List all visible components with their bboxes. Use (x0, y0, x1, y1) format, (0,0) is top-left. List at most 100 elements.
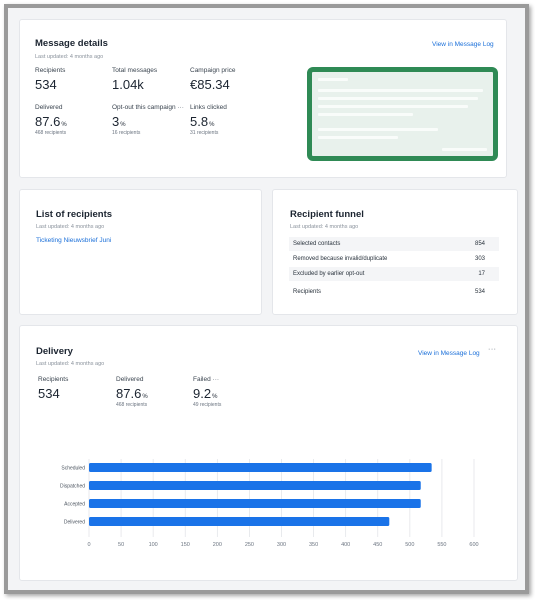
stat-subtext: 468 recipients (35, 130, 67, 136)
stat-number: 534 (35, 77, 57, 92)
delivery-card: Delivery Last updated: 4 months ago View… (19, 325, 518, 581)
illegible-text-line (318, 128, 438, 131)
delivery-stat-failed: Failed ··· 9.2% 49 recipients (193, 376, 221, 408)
delivery-view-message-log-link[interactable]: View in Message Log (418, 350, 480, 357)
more-options-icon[interactable]: ··· (177, 104, 184, 111)
stat-subtext: 31 recipients (190, 130, 219, 136)
chart-category-label: Delivered (64, 520, 85, 526)
illegible-text-line (318, 113, 413, 116)
stat-value: 534 (38, 386, 68, 401)
dashboard-window: Message details Last updated: 4 months a… (4, 4, 529, 594)
chart-x-tick-label: 450 (373, 542, 382, 548)
chart-x-tick-label: 350 (309, 542, 318, 548)
delivery-stat-delivered: Delivered 87.6% 468 recipients (116, 376, 148, 408)
stat-label: Delivered (35, 104, 63, 111)
stat-unit: % (61, 122, 67, 128)
stat-value: 87.6% (35, 114, 67, 129)
chart-x-tick-label: 0 (87, 542, 90, 548)
chart-bar (89, 499, 421, 508)
stat-subtext: 468 recipients (116, 402, 148, 408)
stat-label: Recipients (38, 376, 69, 383)
illegible-text-line (318, 105, 468, 108)
stat-value: 5.8% (190, 114, 227, 129)
funnel-row: Recipients 534 (289, 285, 499, 299)
stat-label: Links clicked (190, 104, 227, 111)
funnel-row-label: Selected contacts (293, 241, 341, 247)
stat-value: 9.2% (193, 386, 221, 401)
recipient-funnel-card: Recipient funnel Last updated: 4 months … (272, 189, 518, 315)
chart-category-label: Scheduled (61, 466, 85, 472)
chart-x-tick-label: 500 (405, 542, 414, 548)
chart-bar (89, 517, 390, 526)
stat-value: €85.34 (190, 77, 236, 92)
stat-label-text: Opt-out this campaign (112, 104, 176, 111)
stat-number: 534 (38, 386, 60, 401)
funnel-row-label: Recipients (293, 289, 322, 295)
stat-links-clicked: Links clicked 5.8% 31 recipients (190, 104, 227, 136)
message-details-updated: Last updated: 4 months ago (35, 54, 104, 60)
recipients-list-card: List of recipients Last updated: 4 month… (19, 189, 262, 315)
chart-x-tick-label: 100 (149, 542, 158, 548)
stat-value: 87.6% (116, 386, 148, 401)
stat-opt-out: Opt-out this campaign ··· 3% 16 recipien… (112, 104, 184, 136)
illegible-text-line (442, 148, 487, 151)
stat-unit: % (142, 394, 148, 400)
stat-unit: % (209, 122, 215, 128)
funnel-row-value: 854 (474, 241, 485, 247)
illegible-text-line (318, 136, 398, 139)
recipients-list-updated: Last updated: 4 months ago (36, 224, 105, 230)
illegible-text-line (318, 78, 348, 81)
failed-more-icon[interactable]: ··· (212, 376, 220, 383)
recipient-funnel-title: Recipient funnel (290, 209, 364, 220)
delivery-stat-recipients: Recipients 534 (38, 376, 68, 401)
chart-x-tick-label: 400 (341, 542, 350, 548)
stat-subtext: 49 recipients (193, 402, 222, 408)
chart-category-label: Accepted (64, 502, 85, 508)
funnel-row-value: 534 (474, 289, 485, 295)
chart-x-tick-label: 200 (213, 542, 222, 548)
stat-label: Opt-out this campaign ··· (112, 104, 184, 111)
stat-subtext: 16 recipients (112, 130, 141, 136)
stat-label: Delivered (116, 376, 144, 383)
recipients-list-title: List of recipients (36, 209, 113, 220)
view-message-log-link[interactable]: View in Message Log (432, 41, 494, 48)
chart-x-tick-label: 550 (437, 542, 446, 548)
delivery-more-icon[interactable]: ··· (488, 346, 497, 353)
stat-number: 5.8 (190, 114, 209, 129)
stat-number: €85.34 (190, 77, 230, 92)
delivery-title: Delivery (36, 346, 73, 357)
stat-value: 3% (112, 114, 184, 129)
illegible-text-line (318, 97, 478, 100)
message-details-card: Message details Last updated: 4 months a… (19, 19, 507, 178)
recipient-list-link[interactable]: Ticketing Nieuwsbrief Juni (36, 237, 112, 244)
chart-x-tick-label: 50 (118, 542, 124, 548)
stat-unit: % (212, 394, 218, 400)
funnel-row: Selected contacts 854 (289, 237, 499, 251)
stat-delivered: Delivered 87.6% 468 recipients (35, 104, 67, 136)
funnel-row-value: 303 (474, 256, 485, 262)
stat-number: 9.2 (193, 386, 212, 401)
delivery-bar-chart: 0 50 100 150 200 250 300 350 400 450 500 550 600 Sche… (60, 459, 479, 548)
chart-x-tick-label: 300 (277, 542, 286, 548)
message-details-title: Message details (35, 38, 108, 49)
funnel-row-label: Excluded by earlier opt-out (293, 271, 365, 277)
funnel-row-value: 17 (478, 271, 485, 277)
stat-value: 534 (35, 77, 65, 92)
stat-label-text: Failed (193, 376, 211, 383)
chart-bar (89, 463, 432, 472)
chart-x-tick-label: 150 (181, 542, 190, 548)
stat-unit: % (120, 122, 126, 128)
stat-number: 87.6 (116, 386, 142, 401)
recipient-funnel-updated: Last updated: 4 months ago (290, 224, 359, 230)
funnel-row-label: Removed because invalid/duplicate (293, 256, 388, 262)
chart-x-tick-label: 250 (245, 542, 254, 548)
illegible-text-line (318, 89, 483, 92)
stat-label: Campaign price (190, 67, 236, 74)
chart-category-label: Dispatched (60, 484, 85, 490)
highlighted-info-box (307, 67, 498, 161)
delivery-updated: Last updated: 4 months ago (36, 361, 105, 367)
funnel-row: Removed because invalid/duplicate 303 (289, 252, 499, 266)
stat-label: Failed ··· (193, 376, 221, 383)
stat-number: 87.6 (35, 114, 61, 129)
stat-value: 1.04k (112, 77, 157, 92)
